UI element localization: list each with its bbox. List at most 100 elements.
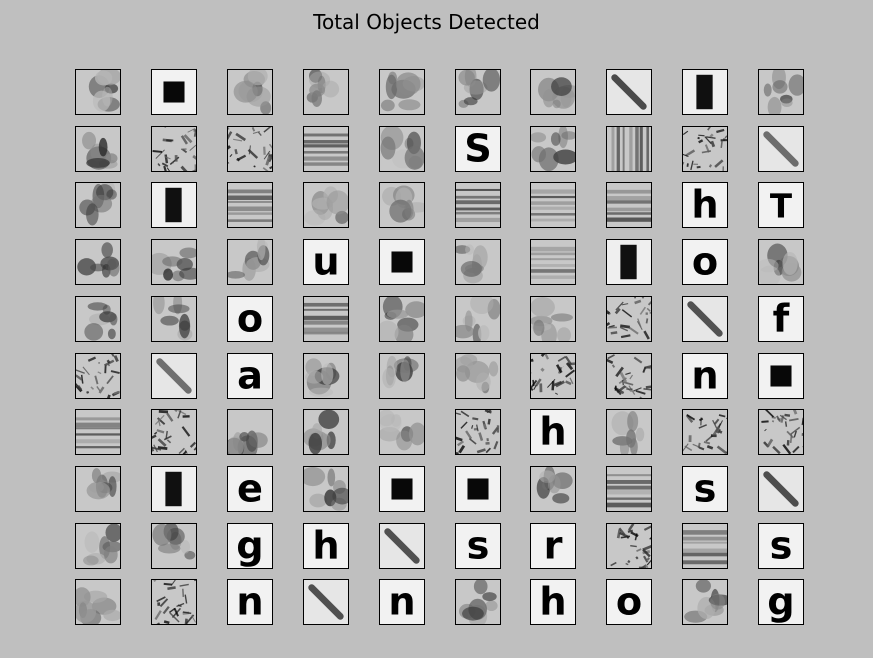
- glyph-text: e: [237, 467, 263, 511]
- detection-thumbnail: [455, 69, 501, 115]
- detection-thumbnail: [227, 126, 273, 172]
- detection-thumbnail: [151, 579, 197, 625]
- detection-thumbnail: [682, 126, 728, 172]
- detection-thumbnail: e: [227, 466, 273, 512]
- detection-thumbnail: [606, 523, 652, 569]
- detection-thumbnail: [151, 296, 197, 342]
- glyph-text: S: [464, 127, 492, 171]
- detection-thumbnail: [758, 409, 804, 455]
- detection-thumbnail: [758, 466, 804, 512]
- detection-thumbnail: [151, 523, 197, 569]
- detection-thumbnail: [530, 466, 576, 512]
- detection-thumbnail: s: [455, 523, 501, 569]
- detection-thumbnail: [530, 126, 576, 172]
- detection-thumbnail: [455, 409, 501, 455]
- detection-thumbnail: [455, 353, 501, 399]
- detection-thumbnail: [379, 523, 425, 569]
- detection-thumbnail: [151, 182, 197, 228]
- detection-thumbnail: s: [682, 466, 728, 512]
- detection-thumbnail: [758, 353, 804, 399]
- detection-thumbnail: [379, 69, 425, 115]
- glyph-text: f: [773, 297, 790, 341]
- detection-thumbnail: [606, 296, 652, 342]
- detection-thumbnail: [379, 466, 425, 512]
- detection-thumbnail: [455, 466, 501, 512]
- detection-thumbnail: S: [455, 126, 501, 172]
- detection-thumbnail: r: [530, 523, 576, 569]
- detection-thumbnail: [379, 239, 425, 285]
- glyph-text: n: [691, 354, 718, 398]
- detection-thumbnail: g: [227, 523, 273, 569]
- detection-thumbnail: [379, 409, 425, 455]
- detection-thumbnail: [303, 409, 349, 455]
- detection-thumbnail: [606, 409, 652, 455]
- detection-thumbnail: [151, 239, 197, 285]
- glyph-text: h: [539, 580, 566, 624]
- figure-title: Total Objects Detected: [313, 10, 540, 34]
- detection-thumbnail: [455, 579, 501, 625]
- detection-thumbnail: [303, 579, 349, 625]
- detection-thumbnail: [75, 239, 121, 285]
- glyph-text: h: [539, 410, 566, 454]
- detection-thumbnail: [303, 69, 349, 115]
- detection-thumbnail: [455, 239, 501, 285]
- detection-thumbnail: n: [379, 579, 425, 625]
- detection-thumbnail: [75, 126, 121, 172]
- detection-thumbnail: [530, 296, 576, 342]
- detection-thumbnail: h: [303, 523, 349, 569]
- detection-thumbnail: [151, 409, 197, 455]
- detection-thumbnail: [682, 579, 728, 625]
- detection-thumbnail: a: [227, 353, 273, 399]
- glyph-text: a: [237, 354, 263, 398]
- detection-thumbnail: [682, 523, 728, 569]
- detection-thumbnail: [227, 409, 273, 455]
- detection-thumbnail: [151, 126, 197, 172]
- detection-thumbnail: g: [758, 579, 804, 625]
- glyph-text: h: [312, 524, 339, 568]
- glyph-text: T: [770, 187, 792, 225]
- detection-thumbnail: h: [530, 579, 576, 625]
- detection-thumbnail: [227, 239, 273, 285]
- detection-thumbnail: n: [682, 353, 728, 399]
- detection-thumbnail: [606, 69, 652, 115]
- detection-thumbnail: [379, 182, 425, 228]
- detection-thumbnail: h: [682, 182, 728, 228]
- glyph-text: n: [388, 580, 415, 624]
- detection-thumbnail: [606, 353, 652, 399]
- glyph-text: s: [694, 467, 717, 511]
- glyph-text: s: [467, 524, 490, 568]
- glyph-text: u: [312, 240, 339, 284]
- glyph-text: n: [236, 580, 263, 624]
- detection-thumbnail: [75, 353, 121, 399]
- glyph-text: o: [237, 297, 263, 341]
- detection-thumbnail: [151, 466, 197, 512]
- detection-thumbnail: [606, 126, 652, 172]
- detection-thumbnail: [606, 239, 652, 285]
- detection-thumbnail: [530, 69, 576, 115]
- detection-thumbnail: o: [606, 579, 652, 625]
- detection-thumbnail: h: [530, 409, 576, 455]
- detection-thumbnail: [379, 353, 425, 399]
- glyph-text: o: [616, 580, 642, 624]
- detection-thumbnail: o: [682, 239, 728, 285]
- detection-thumbnail: [379, 296, 425, 342]
- detection-thumbnail: [303, 296, 349, 342]
- detection-thumbnail: u: [303, 239, 349, 285]
- detection-thumbnail: T: [758, 182, 804, 228]
- glyph-text: s: [770, 524, 793, 568]
- detection-thumbnail: [379, 126, 425, 172]
- detection-thumbnail: s: [758, 523, 804, 569]
- glyph-text: g: [236, 524, 263, 568]
- detection-thumbnail: [758, 69, 804, 115]
- detection-thumbnail: [227, 182, 273, 228]
- detection-thumbnail: [227, 69, 273, 115]
- detection-thumbnail: [455, 296, 501, 342]
- detection-thumbnail: [151, 69, 197, 115]
- detection-thumbnail: [303, 182, 349, 228]
- detection-thumbnail: [151, 353, 197, 399]
- detection-thumbnail: [75, 523, 121, 569]
- detection-thumbnail: [75, 409, 121, 455]
- detection-thumbnail: [303, 126, 349, 172]
- detection-thumbnail: [75, 579, 121, 625]
